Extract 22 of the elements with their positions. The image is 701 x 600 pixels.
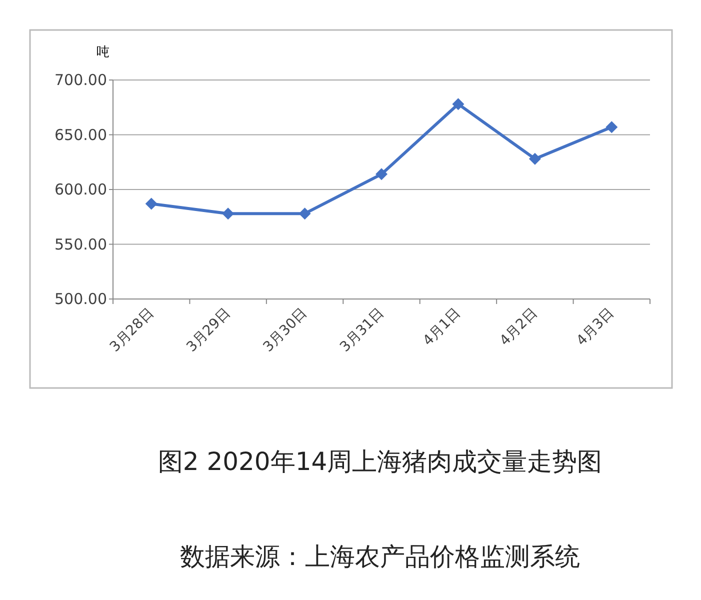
x-tick-label: 4月3日	[574, 305, 618, 350]
text: 图2 2020年14周上海猪肉成交量走势图	[158, 447, 602, 476]
point	[222, 208, 234, 220]
x-tick-label: 3月28日	[106, 305, 158, 356]
x-tick-label: 3月29日	[184, 305, 234, 356]
point	[606, 121, 618, 134]
y-tick-label: 700.00	[54, 71, 107, 89]
point	[452, 98, 464, 110]
point	[376, 168, 388, 180]
y-tick-label: 650.00	[54, 126, 107, 144]
point	[298, 208, 311, 220]
y-tick-label: 500.00	[54, 290, 107, 308]
source-note: 数据来源：上海农产品价格监测系统	[180, 542, 580, 571]
x-tick-label: 4月1日	[420, 305, 464, 350]
x-tick-label: 3月31日	[337, 305, 388, 356]
y-axis-title: 吨	[96, 45, 110, 60]
y-tick-label: 600.00	[54, 180, 107, 198]
x-tick-label: 4月2日	[496, 305, 541, 350]
y-tick-label: 550.00	[54, 235, 107, 254]
x-tick-label: 3月30日	[260, 305, 310, 356]
point	[528, 152, 541, 165]
point	[145, 198, 158, 210]
